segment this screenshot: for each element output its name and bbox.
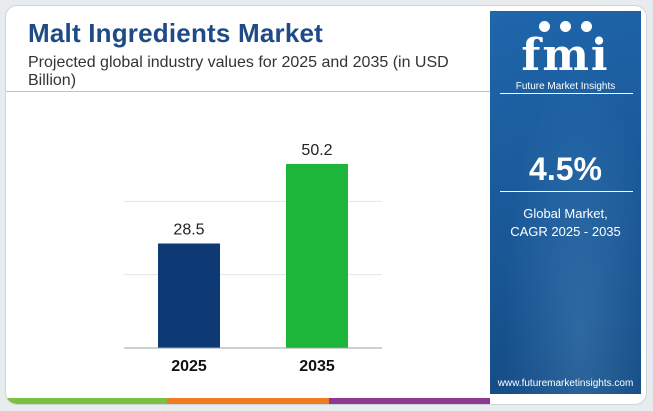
logo-wordmark: fmi: [521, 30, 610, 81]
bar-chart: 28.5 2025 50.2 2035: [124, 142, 382, 375]
side-mid-divider: [500, 191, 633, 192]
bar-2035: [286, 163, 348, 348]
strip-segment-2: [167, 398, 329, 404]
website-link[interactable]: www.futuremarketinsights.com: [497, 378, 634, 389]
strip-segment-3: [328, 398, 490, 404]
title-divider: [6, 91, 490, 92]
category-label-2035: 2035: [299, 358, 335, 375]
side-top-divider: [500, 93, 633, 94]
category-label-2025: 2025: [171, 358, 207, 375]
chart-bars: 28.5 2025 50.2 2035: [158, 142, 348, 375]
cagr-label-line1: Global Market,: [523, 206, 608, 221]
page-title: Malt Ingredients Market: [28, 18, 323, 48]
cagr-label: Global Market, CAGR 2025 - 2035: [490, 205, 641, 241]
bottom-color-strip: [6, 398, 490, 404]
logo-dots-icon: [530, 19, 610, 33]
data-label-2035: 50.2: [301, 142, 332, 159]
side-panel: fmi Future Market Insights 4.5% Global M…: [490, 11, 641, 394]
data-label-2025: 28.5: [173, 222, 204, 239]
cagr-label-line2: CAGR 2025 - 2035: [510, 224, 621, 239]
infographic-card: Malt Ingredients Market Projected global…: [5, 5, 647, 405]
cagr-value: 4.5%: [529, 151, 602, 187]
logo-subtitle: Future Market Insights: [515, 81, 616, 92]
strip-segment-1: [6, 398, 168, 404]
page-subtitle: Projected global industry values for 202…: [28, 54, 449, 89]
fmi-logo: fmi Future Market Insights: [490, 19, 641, 92]
bar-2025: [158, 243, 220, 348]
